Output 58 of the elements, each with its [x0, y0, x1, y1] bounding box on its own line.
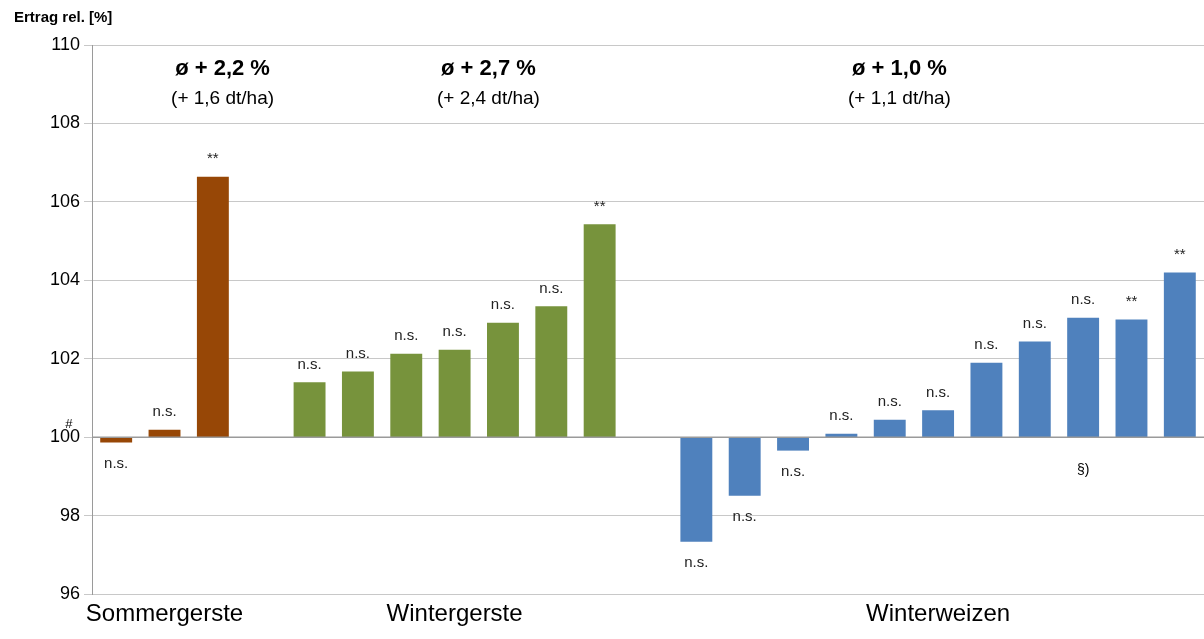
data-label: **: [1125, 292, 1138, 310]
data-label: n.s.: [394, 326, 419, 344]
bar: [970, 362, 1003, 438]
annotation: ø + 1,0 %: [852, 54, 947, 80]
annotation: §): [1076, 461, 1090, 478]
bar: [390, 353, 423, 438]
x-tick-label: Sommergerste: [85, 599, 244, 627]
data-label: n.s.: [1071, 290, 1096, 308]
y-tick-label: 106: [49, 190, 80, 211]
y-tick-label: 104: [49, 269, 80, 290]
bar: [583, 224, 616, 438]
data-label: n.s.: [684, 553, 709, 571]
data-label: n.s.: [877, 392, 902, 410]
bar: [873, 419, 906, 438]
x-tick-label: Wintergerste: [386, 599, 523, 627]
bar: [680, 437, 713, 542]
bar: [438, 349, 471, 438]
data-label: n.s.: [732, 507, 757, 525]
bar: [293, 382, 326, 438]
data-label: **: [207, 149, 219, 167]
bar: [487, 322, 519, 438]
bar: [1018, 341, 1051, 438]
data-label: **: [593, 196, 606, 214]
bar: [1163, 272, 1196, 438]
annotation: (+ 2,4 dt/ha): [436, 86, 540, 108]
bar: [1115, 319, 1148, 438]
bar: [535, 306, 568, 438]
data-label: n.s.: [104, 454, 129, 472]
y-tick-label: 98: [59, 504, 80, 525]
data-label: n.s.: [442, 322, 467, 340]
bar: [728, 437, 761, 496]
y-tick-label: 108: [49, 112, 80, 133]
data-label: n.s.: [345, 344, 371, 362]
data-label: n.s.: [1022, 314, 1047, 332]
bar: [922, 410, 955, 438]
x-tick-label: Winterweizen: [866, 599, 1011, 627]
bar: [1067, 317, 1100, 438]
bar: [341, 371, 374, 438]
data-label: **: [1173, 245, 1186, 263]
y-axis-title: Ertrag rel. [%]: [14, 8, 113, 25]
data-label: n.s.: [925, 382, 951, 400]
y-tick-label: 96: [59, 583, 80, 604]
annotation: (+ 1,6 dt/ha): [171, 86, 275, 108]
data-label: n.s.: [490, 295, 516, 313]
data-label: n.s.: [974, 335, 999, 353]
y-tick-label: 110: [51, 33, 80, 54]
annotation: ø + 2,7 %: [441, 54, 536, 80]
data-label: n.s.: [152, 402, 177, 420]
data-label: n.s.: [297, 355, 322, 373]
data-label: n.s.: [539, 278, 564, 296]
annotation: (+ 1,1 dt/ha): [847, 86, 951, 108]
y-tick-label: 102: [49, 347, 80, 368]
bar: [148, 429, 181, 438]
data-label: n.s.: [780, 462, 806, 480]
annotation: ø + 2,2 %: [175, 54, 270, 80]
bar: [777, 437, 809, 451]
bar: [196, 176, 229, 438]
data-label: n.s.: [829, 406, 854, 424]
